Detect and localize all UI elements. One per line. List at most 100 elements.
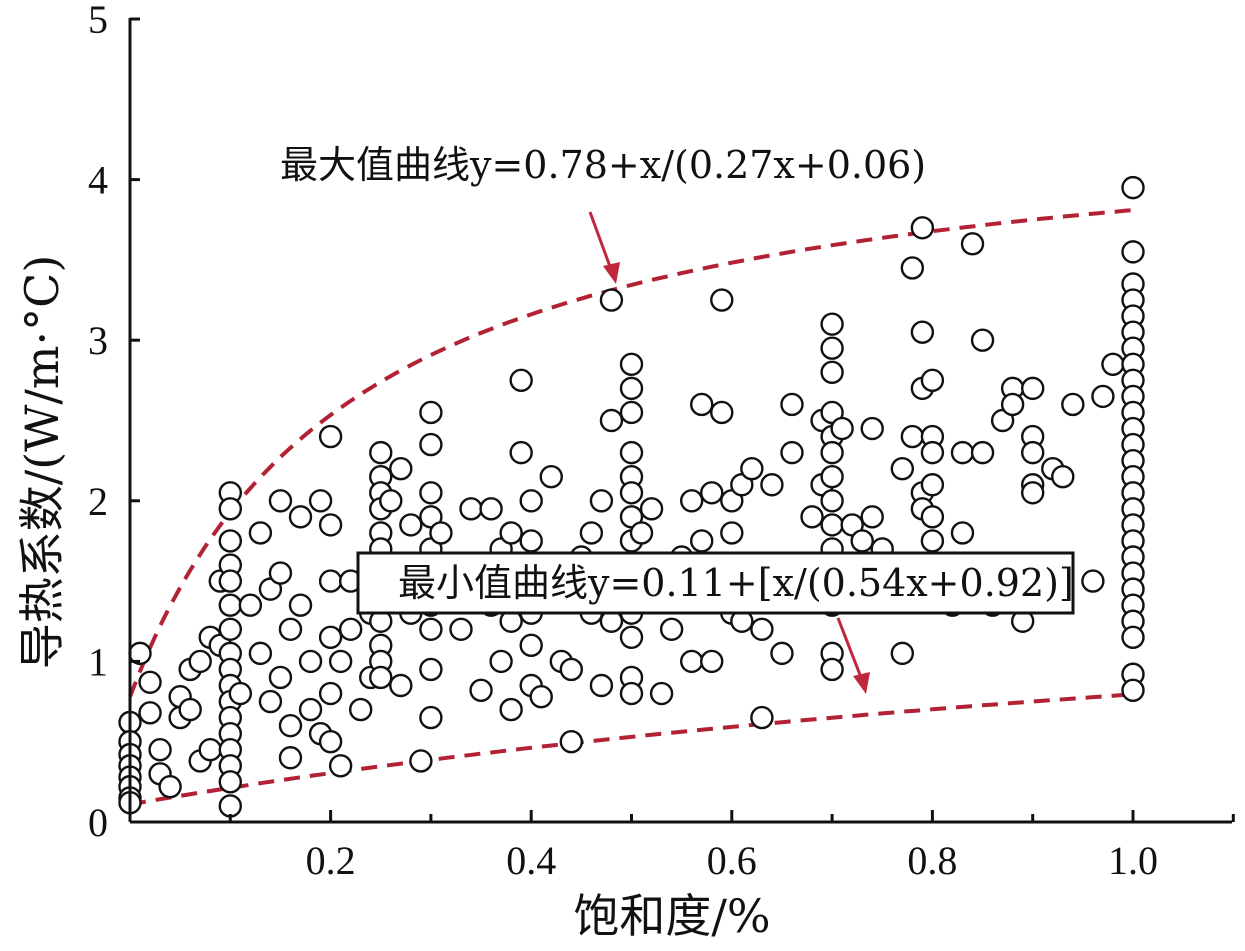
data-point (850, 529, 874, 553)
data-point (1121, 625, 1145, 650)
data-point (910, 216, 935, 240)
data-point (619, 681, 644, 706)
data-point (529, 685, 553, 709)
data-point (619, 400, 644, 425)
data-point (198, 738, 222, 762)
data-point (138, 701, 162, 725)
data-point (1051, 465, 1075, 489)
data-point (158, 774, 182, 799)
data-point (1000, 392, 1025, 417)
max-curve-annotation: 最大值曲线y=0.78+x/(0.27x+0.06) (280, 143, 926, 187)
data-point (890, 641, 915, 666)
data-point (218, 617, 243, 641)
data-point (328, 649, 353, 674)
data-point (900, 424, 925, 449)
data-point (920, 473, 945, 497)
data-point (1121, 240, 1145, 264)
data-point (218, 569, 243, 593)
data-point (820, 360, 844, 385)
x-tick-label: 1.0 (1108, 838, 1158, 883)
data-point (419, 432, 443, 457)
min-curve-annotation: 最小值曲线y=0.11+[x/(0.54x+0.92)] (398, 561, 1074, 605)
data-point (830, 416, 854, 441)
data-point (318, 625, 343, 650)
data-point (780, 440, 804, 465)
data-point (449, 617, 473, 641)
data-point (288, 593, 313, 617)
data-point (950, 521, 975, 545)
data-point (178, 697, 202, 722)
data-point (539, 465, 563, 489)
data-point (900, 256, 925, 280)
min-curve-arrow (836, 617, 864, 681)
data-point (469, 678, 493, 703)
data-point (479, 497, 503, 521)
data-point (459, 497, 483, 521)
y-tick-label: 5 (88, 0, 108, 42)
data-point (318, 730, 343, 754)
data-point (218, 529, 243, 553)
data-point (258, 689, 283, 714)
data-point (1101, 352, 1125, 376)
data-point (639, 497, 664, 521)
data-point (1020, 440, 1045, 465)
tick-layer: 0 1 2 3 4 5 0.2 0.4 0.6 0.8 1.0 (88, 0, 1235, 883)
data-point (379, 489, 403, 513)
y-axis-title: 导热系数/(W/m·°C) (15, 255, 69, 670)
data-point (238, 593, 263, 617)
y-tick-label: 2 (88, 479, 108, 524)
data-point (920, 368, 945, 393)
data-point (820, 440, 844, 465)
point-layer (118, 175, 1145, 818)
data-point (599, 408, 624, 433)
data-point (1020, 376, 1045, 401)
data-point (679, 489, 704, 513)
data-point (579, 521, 604, 545)
data-point (740, 456, 764, 481)
data-point (218, 497, 243, 521)
data-point (920, 505, 945, 529)
data-point (1091, 384, 1115, 409)
data-point (690, 529, 714, 553)
data-point (419, 657, 443, 682)
data-point (820, 336, 844, 360)
data-point (268, 665, 293, 690)
data-point (649, 681, 674, 706)
data-point (910, 320, 935, 344)
data-point (318, 424, 343, 449)
x-tick-label: 0.6 (707, 838, 757, 883)
data-point (970, 328, 995, 352)
data-point (700, 649, 724, 674)
data-point (750, 617, 774, 641)
data-point (690, 392, 714, 417)
data-point (920, 529, 945, 553)
max-curve-arrowhead (603, 262, 620, 284)
data-point (419, 617, 443, 641)
data-point (419, 400, 443, 425)
data-point (619, 376, 644, 401)
data-point (820, 465, 844, 489)
data-point (278, 617, 303, 641)
data-point (369, 665, 393, 690)
data-point (559, 730, 584, 754)
data-point (218, 794, 243, 818)
data-point (559, 657, 584, 682)
data-point (389, 673, 413, 698)
data-point (409, 749, 433, 773)
data-point (760, 473, 784, 497)
y-tick-label: 4 (88, 158, 108, 203)
data-point (389, 456, 413, 481)
data-point (519, 633, 543, 658)
data-point (860, 505, 884, 529)
data-point (519, 489, 543, 513)
data-point (298, 649, 323, 674)
min-curve-line (129, 692, 1134, 807)
max-curve-arrow (588, 211, 614, 273)
data-point (589, 489, 614, 513)
data-point (318, 569, 343, 593)
data-point (278, 746, 303, 770)
data-point (820, 657, 844, 682)
data-point (148, 738, 172, 762)
data-point (619, 440, 644, 465)
data-point (318, 681, 343, 706)
